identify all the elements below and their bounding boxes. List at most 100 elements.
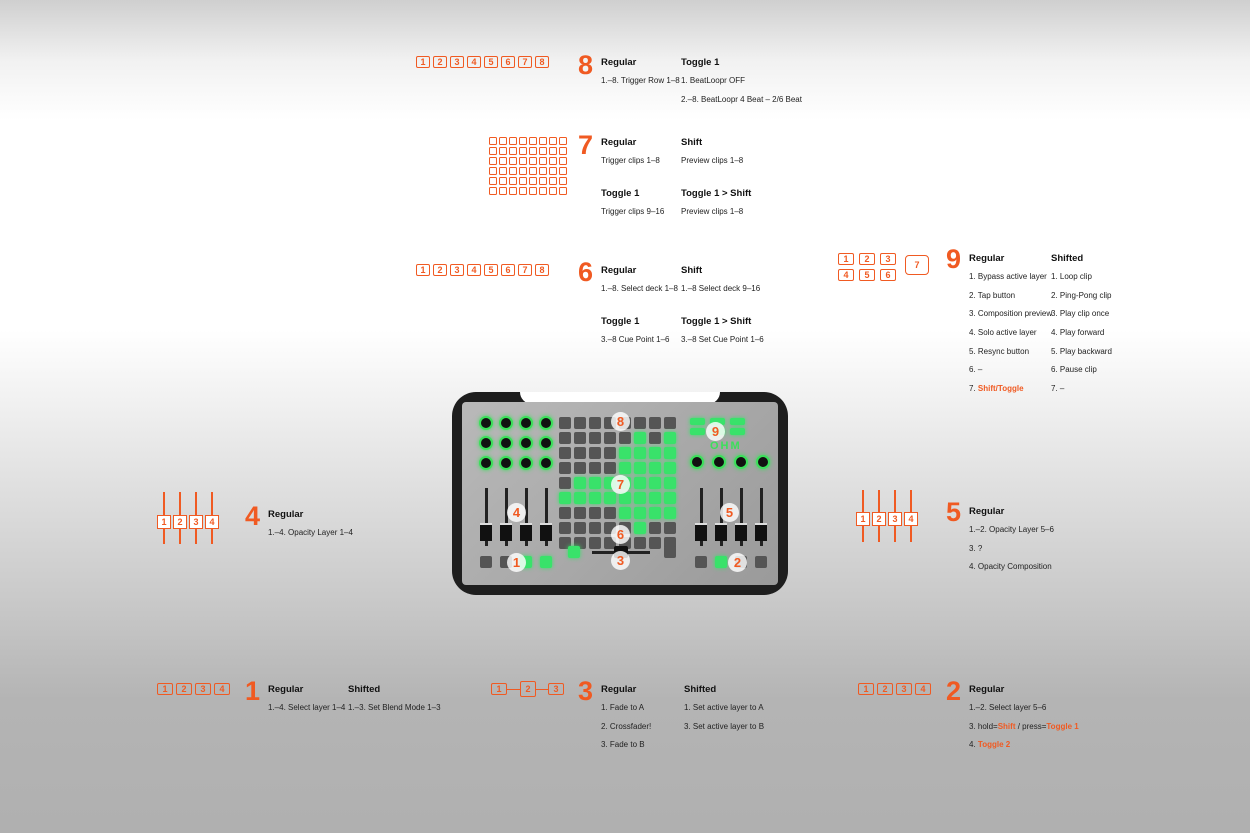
section-8-number: 8: [578, 50, 594, 80]
function-button: [730, 418, 745, 425]
grid-pad: [649, 417, 661, 429]
pad-button: 8: [535, 56, 549, 68]
pad-button: 1: [416, 56, 430, 68]
clip-grid-cell: [549, 187, 557, 195]
clip-grid-cell: [509, 157, 517, 165]
controller-marker-4: 4: [507, 503, 526, 522]
grid-pad: [649, 447, 661, 459]
section-3-regular: Regular 1. Fade to A 2. Crossfader! 3. F…: [601, 684, 651, 759]
mapping-item: 4. Solo active layer: [969, 328, 1037, 338]
clip-grid-cell: [529, 177, 537, 185]
mapping-item: 3. Play clip once: [1051, 309, 1110, 319]
mapping-item: 4. Toggle 2: [969, 740, 1079, 759]
clip-grid-cell: [559, 187, 567, 195]
knob: [690, 455, 704, 469]
clip-grid-cell: [489, 187, 497, 195]
controller-marker-6: 6: [611, 525, 630, 544]
layer-button: [695, 556, 707, 568]
knob: [499, 456, 513, 470]
knob: [539, 416, 553, 430]
grid-pad: [649, 537, 661, 549]
clip-grid-cell: [489, 177, 497, 185]
knob: [539, 456, 553, 470]
clip-grid-cell: [559, 177, 567, 185]
clip-grid-cell: [499, 167, 507, 175]
grid-pad: [559, 492, 571, 504]
layer-button: [480, 556, 492, 568]
clip-grid-cell: [509, 147, 517, 155]
grid-pad: [664, 447, 676, 459]
mapping-item: 7. –: [1051, 384, 1065, 394]
section-7-number: 7: [578, 130, 594, 160]
mapping-item: 4. Opacity Composition: [969, 562, 1052, 572]
mapping-item: Preview clips 1–8: [681, 207, 744, 216]
clip-grid-cell: [539, 147, 547, 155]
clip-grid-cell: [499, 147, 507, 155]
crossfader-line: [536, 689, 548, 691]
knob: [539, 436, 553, 450]
grid-pad: [559, 447, 571, 459]
pad-button: 3: [450, 56, 464, 68]
section-7-clip-grid: [489, 137, 567, 195]
pad-button: 3: [896, 683, 912, 695]
fader-cap: 1: [856, 512, 870, 526]
section-7-toggle: Toggle 1 Trigger clips 9–16: [601, 188, 664, 226]
fader-cap: 4: [904, 512, 918, 526]
clip-grid-cell: [549, 177, 557, 185]
knob: [479, 456, 493, 470]
mapping-item: 1.–8 Select deck 9–16: [681, 284, 761, 293]
pad-button: 1: [416, 264, 430, 276]
section-7-shift: Shift Preview clips 1–8: [681, 137, 743, 175]
grid-pad: [634, 432, 646, 444]
clip-grid-cell: [559, 147, 567, 155]
clip-grid-cell: [549, 157, 557, 165]
mapping-item: 2. Tap button: [969, 290, 1016, 300]
pad-button: 2: [859, 253, 875, 265]
clip-grid-cell: [489, 147, 497, 155]
section-2-number: 2: [946, 676, 962, 706]
knob: [499, 416, 513, 430]
section-7-regular: Regular Trigger clips 1–8: [601, 137, 660, 175]
knob: [479, 436, 493, 450]
mapping-item: 1.–4. Select layer 1–4: [268, 703, 346, 712]
knob: [479, 416, 493, 430]
grid-pad: [634, 462, 646, 474]
mapping-item: 3. Composition preview: [969, 309, 1053, 319]
function-button: [710, 418, 725, 425]
grid-pad: [574, 522, 586, 534]
knob: [519, 436, 533, 450]
section-9-buttons-row1: 1 2 3: [838, 253, 896, 265]
clip-grid-cell: [519, 177, 527, 185]
section-1-shifted: Shifted 1.–3. Set Blend Mode 1–3: [348, 684, 441, 722]
controller-notch: [520, 392, 720, 404]
pad-button: 3: [195, 683, 211, 695]
function-button: [690, 418, 705, 425]
mapping-item-prefix: 3. hold=: [969, 721, 998, 731]
grid-pad: [574, 447, 586, 459]
grid-pad: [604, 462, 616, 474]
section-8-regular: Regular 1.–8. Trigger Row 1–8: [601, 57, 680, 95]
section-8-toggle: Toggle 1 1. BeatLoopr OFF 2.–8. BeatLoop…: [681, 57, 802, 113]
mapping-item-prefix: 4.: [969, 740, 978, 750]
grid-pad: [634, 522, 646, 534]
grid-pad: [649, 462, 661, 474]
column-heading: Shift: [681, 137, 703, 148]
clip-grid-cell: [529, 167, 537, 175]
grid-pad: [664, 507, 676, 519]
controller-marker-7: 7: [611, 475, 630, 494]
clip-grid-cell: [559, 167, 567, 175]
section-2-buttons: 1 2 3 4: [858, 683, 931, 695]
clip-grid-cell: [509, 187, 517, 195]
grid-pad: [574, 417, 586, 429]
pad-button: 8: [535, 264, 549, 276]
mapping-item: 5. Resync button: [969, 346, 1030, 356]
section-1-number: 1: [245, 676, 261, 706]
fader-knob: [520, 523, 532, 541]
clip-grid-cell: [559, 137, 567, 145]
clip-grid-cell: [489, 167, 497, 175]
mapping-item-separator: / press=: [1015, 721, 1047, 731]
grid-pad: [589, 462, 601, 474]
pad-button: 2: [877, 683, 893, 695]
controller-marker-5: 5: [720, 503, 739, 522]
grid-pad: [649, 522, 661, 534]
